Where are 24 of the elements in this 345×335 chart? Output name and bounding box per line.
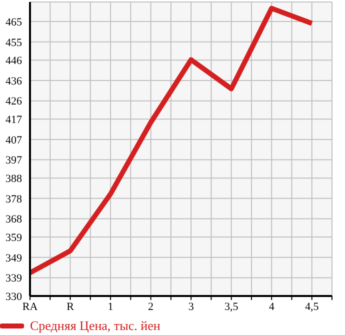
y-tick-label: 388 <box>6 172 22 185</box>
y-tick-label: 368 <box>6 214 22 226</box>
y-tick-label: 349 <box>6 252 22 264</box>
y-tick-label: 339 <box>6 272 22 285</box>
x-tick-label: 4,5 <box>304 300 320 313</box>
y-tick-label: 378 <box>6 193 22 206</box>
x-tick-label: 3,5 <box>224 300 239 313</box>
legend-label: Средняя Цена, тыс. йен <box>30 318 160 334</box>
y-tick-label: 446 <box>6 55 22 68</box>
y-tick-label: 407 <box>6 134 22 146</box>
y-tick-label: 359 <box>6 232 22 244</box>
x-tick-label: 1 <box>108 300 114 313</box>
y-tick-label: 330 <box>6 290 22 303</box>
y-tick-label: 436 <box>6 75 22 88</box>
y-tick-label: 426 <box>6 96 22 108</box>
x-tick-label: 4 <box>268 300 275 313</box>
y-tick-label: 465 <box>6 16 22 28</box>
x-tick-label: RA <box>22 300 38 313</box>
x-tick-label: 3 <box>188 300 194 313</box>
y-tick-label: 417 <box>6 114 22 126</box>
x-tick-label: 2 <box>148 300 154 313</box>
y-tick-label: 397 <box>6 154 22 167</box>
y-tick-label: 455 <box>6 36 22 49</box>
x-tick-label: R <box>66 300 75 313</box>
